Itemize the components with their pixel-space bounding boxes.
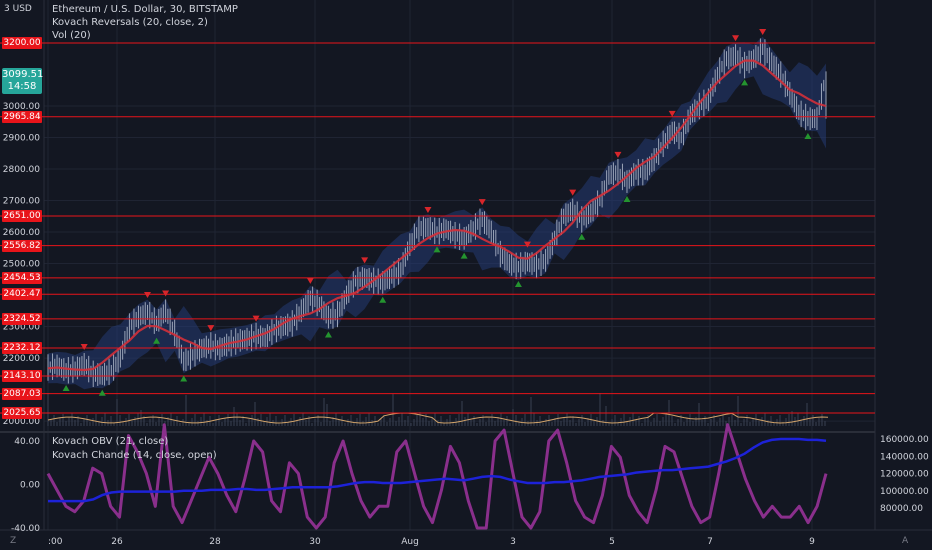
x-tick-label: 28 bbox=[209, 537, 221, 547]
buy-marker bbox=[804, 132, 812, 139]
auto-scale-button[interactable]: A bbox=[902, 536, 909, 546]
sell-marker bbox=[207, 325, 215, 332]
buy-marker bbox=[433, 246, 441, 253]
buy-marker bbox=[578, 233, 586, 240]
sell-marker bbox=[732, 35, 740, 42]
sell-marker bbox=[523, 241, 531, 248]
band-area bbox=[48, 36, 826, 390]
buy-marker bbox=[324, 331, 332, 338]
axes: 2900.00 2800.00 2700.00 2600.00 2500.00 2300.… bbox=[3, 102, 929, 547]
x-tick-label: Aug bbox=[401, 537, 419, 547]
zoom-icon[interactable]: Z bbox=[10, 536, 17, 546]
x-tick-label: 5 bbox=[609, 537, 615, 547]
sell-marker bbox=[306, 277, 314, 284]
legend-indicator-reversals[interactable]: Kovach Reversals (20, close, 2) bbox=[52, 17, 208, 28]
sell-marker bbox=[668, 110, 676, 117]
sell-marker bbox=[478, 199, 486, 206]
price-tick-label: 2300.00 bbox=[3, 323, 40, 333]
price-tick-label: 2800.00 bbox=[3, 165, 40, 175]
obv-tick-label: 160000.00 bbox=[880, 435, 929, 445]
buy-marker bbox=[98, 389, 106, 396]
resistance-level-label: 2651.00 bbox=[2, 209, 42, 222]
price-tick-label: 2700.00 bbox=[3, 197, 40, 207]
resistance-level-label: 2232.12 bbox=[2, 341, 42, 354]
x-tick-label: 3 bbox=[510, 537, 516, 547]
buy-marker bbox=[62, 384, 70, 391]
bar-countdown: 14:58 bbox=[7, 81, 37, 92]
buy-marker bbox=[741, 79, 749, 86]
sell-marker bbox=[252, 315, 260, 322]
resistance-level-label: 2324.52 bbox=[2, 312, 42, 325]
oscillator-tick-label: 40.00 bbox=[14, 437, 40, 447]
resistance-level-label: 2965.84 bbox=[2, 110, 42, 123]
x-tick-label: 9 bbox=[809, 537, 815, 547]
reversal-markers bbox=[62, 28, 812, 396]
resistance-level-label: 2402.47 bbox=[2, 288, 42, 301]
currency-label[interactable]: 3 USD bbox=[4, 4, 32, 14]
sell-marker bbox=[569, 189, 577, 196]
sell-marker bbox=[424, 206, 432, 213]
resistance-level-label: 2454.53 bbox=[2, 271, 42, 284]
resistance-level-label: 2087.03 bbox=[2, 387, 42, 400]
legend-obv[interactable]: Kovach OBV (21, close) bbox=[52, 436, 169, 447]
buy-marker bbox=[153, 337, 161, 344]
sell-marker bbox=[759, 28, 767, 35]
obv-tick-label: 140000.00 bbox=[880, 452, 929, 462]
current-price-badge: 3099.51 14:58 bbox=[2, 68, 44, 94]
sell-marker bbox=[614, 151, 622, 158]
chande-oscillator-line bbox=[46, 423, 828, 530]
legend-indicator-volume[interactable]: Vol (20) bbox=[52, 30, 91, 41]
sell-marker bbox=[144, 292, 152, 299]
resistance-level-label: 2143.10 bbox=[2, 369, 42, 382]
buy-marker bbox=[180, 375, 188, 382]
price-tick-label: 2500.00 bbox=[3, 260, 40, 270]
price-tick-label: 3000.00 bbox=[3, 102, 40, 112]
x-tick-label: 7 bbox=[707, 537, 713, 547]
obv-line bbox=[48, 437, 827, 503]
price-tick-label: 2200.00 bbox=[3, 354, 40, 364]
x-tick-label: 26 bbox=[111, 537, 123, 547]
x-tick-label: 30 bbox=[309, 537, 321, 547]
lower-pane bbox=[46, 423, 828, 530]
buy-marker bbox=[379, 296, 387, 303]
volume-pane bbox=[47, 393, 829, 426]
price-tick-label: 2000.00 bbox=[3, 417, 40, 427]
volume-average-line bbox=[47, 412, 829, 424]
buy-marker bbox=[514, 281, 522, 288]
resistance-level-label: 3200.00 bbox=[2, 37, 42, 49]
sell-marker bbox=[361, 257, 369, 264]
buy-marker bbox=[623, 195, 631, 202]
reversal-band bbox=[48, 36, 826, 390]
obv-tick-label: 80000.00 bbox=[880, 504, 923, 514]
resistance-level-label: 2025.65 bbox=[2, 407, 42, 419]
price-tick-label: 2900.00 bbox=[3, 134, 40, 144]
resistance-level-label: 2556.82 bbox=[2, 239, 42, 252]
sell-marker bbox=[162, 290, 170, 297]
resistance-levels bbox=[0, 42, 875, 414]
buy-marker bbox=[460, 252, 468, 259]
moving-average bbox=[47, 59, 827, 372]
legend-symbol[interactable]: Ethereum / U.S. Dollar, 30, BITSTAMP bbox=[52, 4, 238, 15]
oscillator-tick-label: 0.00 bbox=[20, 481, 40, 491]
obv-tick-label: 120000.00 bbox=[880, 470, 929, 480]
legend-chande[interactable]: Kovach Chande (14, close, open) bbox=[52, 450, 217, 461]
obv-tick-label: 100000.00 bbox=[880, 487, 929, 497]
price-tick-label: 2600.00 bbox=[3, 228, 40, 238]
oscillator-tick-label: -40.00 bbox=[11, 524, 40, 534]
sell-marker bbox=[80, 344, 88, 351]
x-tick-label: :00 bbox=[48, 537, 63, 547]
ma-line bbox=[47, 59, 827, 372]
current-price: 3099.51 bbox=[2, 69, 44, 80]
